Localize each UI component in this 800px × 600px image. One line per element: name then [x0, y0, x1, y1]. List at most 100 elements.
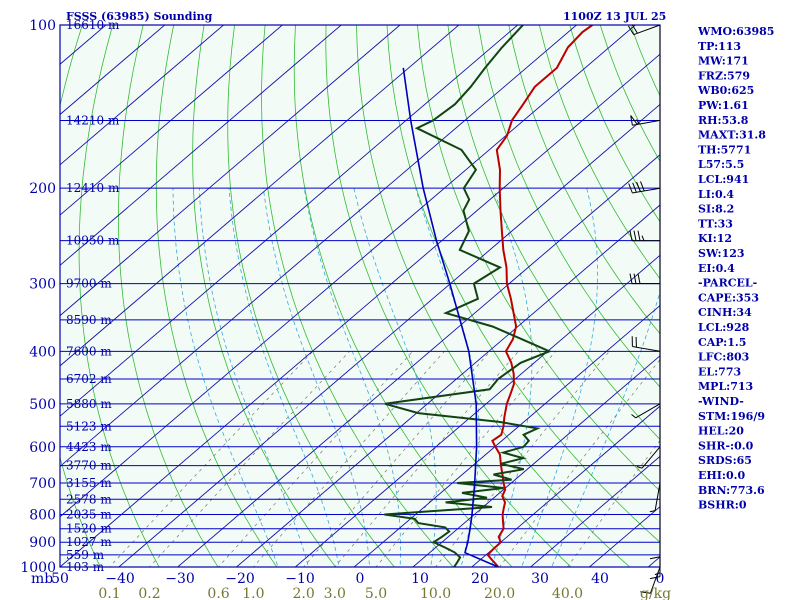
valid-time: 1100Z 13 JUL 25 [563, 10, 666, 23]
index-value: CAPE:353 [698, 291, 759, 304]
mixing-ratio-tick-label: 40.0 [552, 586, 583, 600]
moist-adiabat-line [303, 188, 401, 567]
wind-barb [628, 181, 661, 194]
isotherm-line [60, 53, 660, 567]
mixing-ratio-line [435, 351, 610, 567]
isotherm-line [60, 25, 166, 116]
wind-barb [627, 24, 661, 36]
mixing-ratio-tick-label: 3.0 [324, 586, 346, 600]
height-level-label: 1027 m [66, 535, 112, 549]
dewpoint-profile [384, 25, 552, 567]
pressure-tick-label: 600 [29, 440, 56, 456]
index-value: LI:0.4 [698, 188, 734, 201]
index-value: TT:33 [698, 217, 733, 230]
temperature-tick-label: 10 [411, 571, 429, 587]
moist-adiabat-line [228, 188, 340, 567]
dry-adiabat-line [447, 25, 660, 440]
index-value: EHI:0.0 [698, 469, 745, 482]
mixing-ratio-unit-label: g/kg [640, 586, 671, 600]
wind-barb-staff [630, 115, 661, 126]
height-labels: 16610 m 14210 m 12410 m 10950 m 9700 m 8590 m… [66, 18, 120, 574]
height-level-label: 5880 m [66, 397, 112, 411]
mixing-ratio-tick-label: 1.0 [242, 586, 264, 600]
wind-barb-column [627, 24, 661, 594]
mixing-ratio-tick-label: 5.0 [365, 586, 387, 600]
isotherm-line [60, 25, 342, 266]
temperature-tick-label: 20 [471, 571, 489, 587]
isotherm-line [60, 25, 401, 317]
index-value: STM:196/9 [698, 410, 765, 423]
index-value: -WIND- [698, 395, 744, 408]
pressure-tick-label: 200 [29, 181, 56, 197]
height-level-label: 9700 m [66, 277, 112, 291]
mixing-ratio-tick-label: 2.0 [293, 586, 315, 600]
height-level-label: 559 m [66, 548, 105, 562]
dry-adiabat-line [783, 25, 800, 579]
pressure-unit-label: mb [31, 571, 53, 587]
temperature-tick-label: −20 [225, 571, 255, 587]
index-value: RH:53.8 [698, 114, 749, 127]
height-level-label: 3155 m [66, 476, 112, 490]
temperature-tick-label: 0 [356, 571, 365, 587]
index-value: CINH:34 [698, 306, 752, 319]
mixing-ratio-tick-label: 0.2 [138, 586, 160, 600]
dry-adiabat-line [325, 25, 572, 567]
height-level-label: 4423 m [66, 440, 112, 454]
mixing-ratio-line [109, 351, 314, 567]
dry-adiabat-line [417, 25, 660, 492]
index-value: TH:5771 [698, 143, 751, 156]
wind-barb [631, 403, 661, 419]
temperature-axis-labels: 50 −40 −30 −20 −10 0 10 20 30 40 0 [51, 571, 664, 587]
temperature-tick-label: 40 [591, 571, 609, 587]
isotherm-line [60, 25, 225, 166]
wind-barb-staff [629, 230, 660, 242]
isotherm-line [60, 25, 284, 216]
background-grid [0, 13, 800, 579]
mixing-ratio-line [334, 351, 519, 567]
index-value: WB0:625 [697, 84, 754, 97]
index-value: MW:171 [698, 55, 749, 68]
dry-adiabat-line [192, 25, 337, 567]
index-value: LCL:928 [698, 321, 750, 334]
dry-adiabat-line [78, 25, 160, 567]
wind-barb [631, 336, 661, 352]
height-level-label: 10950 m [66, 234, 120, 248]
isotherm-line [529, 455, 660, 567]
isotherm-line [471, 405, 660, 567]
index-value: FRZ:579 [698, 69, 750, 82]
moist-adiabat-line [198, 188, 309, 567]
isotherm-line [0, 13, 61, 579]
dry-adiabat-line [508, 25, 660, 335]
index-value: PW:1.61 [698, 99, 749, 112]
mixing-ratio-line [303, 351, 491, 567]
pressure-tick-label: 300 [29, 277, 56, 293]
wind-barb-staff [631, 336, 661, 352]
index-value: SRDS:65 [698, 454, 752, 467]
wind-barb [640, 566, 661, 594]
pressure-tick-label: 400 [29, 344, 56, 360]
mixing-ratio-lines [109, 351, 660, 567]
parcel-path [402, 67, 499, 567]
wind-barb-staff [649, 528, 661, 560]
height-level-label: 5123 m [66, 419, 112, 433]
isotherm-line [412, 355, 660, 567]
mixing-ratio-tick-label: 0.1 [98, 586, 120, 600]
height-level-label: 6702 m [66, 372, 112, 386]
index-value: WMO:63985 [697, 25, 774, 38]
index-value: SHR-:0.0 [698, 439, 754, 452]
isotherm-line [294, 254, 660, 567]
index-value: HEL:20 [698, 425, 744, 438]
isotherm-line [118, 103, 660, 567]
dry-adiabat-line [261, 25, 454, 567]
isotherm-line [176, 154, 660, 567]
wind-barb-staff [640, 566, 661, 594]
temperature-tick-label: −40 [105, 571, 135, 587]
height-level-label: 12410 m [66, 181, 120, 195]
dry-adiabat-line [60, 25, 101, 567]
height-level-label: 7600 m [66, 344, 112, 358]
dry-adiabat-line [227, 25, 395, 567]
height-level-label: 16610 m [66, 18, 120, 32]
index-value: EL:773 [698, 365, 741, 378]
